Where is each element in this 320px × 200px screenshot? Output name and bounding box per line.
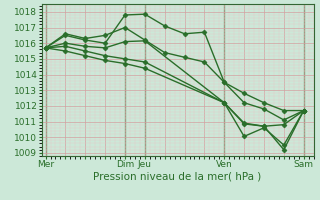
X-axis label: Pression niveau de la mer( hPa ): Pression niveau de la mer( hPa )	[93, 172, 262, 182]
